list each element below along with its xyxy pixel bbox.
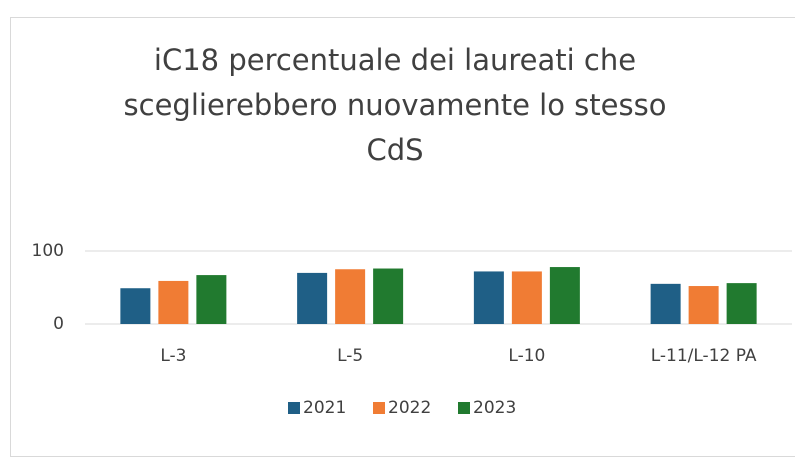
legend-swatch bbox=[373, 402, 385, 414]
bar bbox=[473, 271, 504, 324]
legend-label: 2021 bbox=[303, 398, 346, 418]
bar bbox=[373, 268, 404, 324]
x-tick-label: L-11/L-12 PA bbox=[651, 346, 757, 366]
bar bbox=[511, 271, 542, 324]
legend-label: 2023 bbox=[473, 398, 516, 418]
bar bbox=[688, 286, 719, 324]
y-tick-label: 0 bbox=[53, 314, 64, 334]
page: {"chart_data": {"type": "bar", "title": … bbox=[10, 17, 795, 457]
y-tick-label: 100 bbox=[32, 241, 64, 261]
legend-swatch bbox=[458, 402, 470, 414]
bar bbox=[120, 288, 151, 324]
x-tick-label: L-3 bbox=[160, 346, 186, 366]
x-tick-label: L-5 bbox=[337, 346, 363, 366]
bar bbox=[196, 275, 227, 324]
x-tick-label: L-10 bbox=[508, 346, 545, 366]
legend-label: 2022 bbox=[388, 398, 431, 418]
bar bbox=[335, 269, 366, 324]
bar bbox=[158, 280, 189, 324]
legend-swatch bbox=[288, 402, 300, 414]
bar bbox=[650, 283, 681, 324]
bar bbox=[549, 267, 580, 324]
bar bbox=[726, 283, 757, 324]
bar bbox=[297, 272, 328, 324]
chart-title: iC18 percentuale dei laureati che scegli… bbox=[123, 43, 667, 167]
chart: 0 100 L-3 L-5 L-10 L-11/L-12 PA 2021 2022 2023 bbox=[32, 241, 792, 418]
